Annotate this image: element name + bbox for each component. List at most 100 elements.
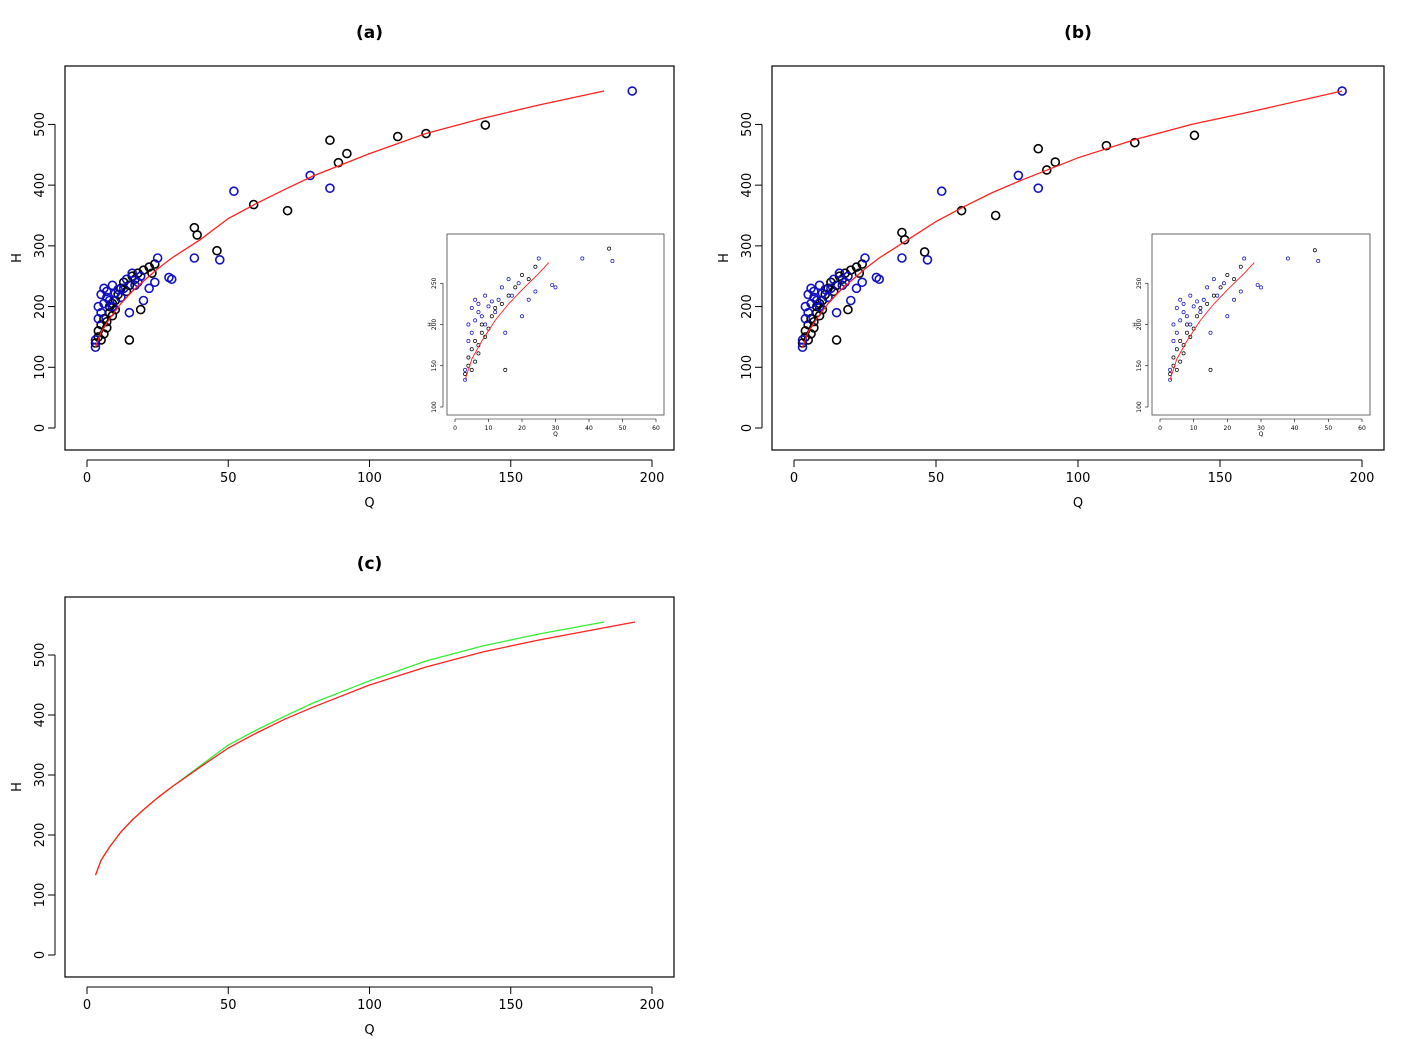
panel-2-inset-series-1-point (1215, 293, 1220, 298)
panel-2-inset-x-tick-label: 10 (1190, 425, 1198, 432)
panel-2-inset-y-tick-label: 250 (1136, 277, 1143, 289)
panel-2-series-0-point (817, 304, 828, 315)
panel-1-inset-series-0-point (513, 285, 518, 290)
panel-2-inset-series-0-point (1178, 339, 1183, 343)
panel-2-inset-x-tick-label: 40 (1291, 425, 1299, 432)
panel-1-inset-series-1-point (476, 301, 481, 306)
panel-2-inset-series-0-point (1181, 351, 1186, 356)
panel-3-y-tick-label: 100 (33, 883, 48, 908)
panel-1-series-1-point (152, 253, 163, 263)
panel-2-series-0-point (854, 268, 865, 278)
panel-1-inset-series-1-point (479, 314, 484, 319)
panel-2-series-0-point (1130, 137, 1140, 148)
panel-1-inset-series-1-point (463, 367, 467, 372)
panel-2-series-1-point (851, 283, 862, 294)
panel-2-series-0-point (990, 210, 1001, 221)
panel-1-y-tick-label: 500 (33, 112, 48, 137)
panel-1-inset-series-0-point (473, 359, 478, 364)
panel-2-series-1-point (922, 255, 933, 265)
panel-1-inset-series-0-point (476, 351, 481, 356)
panel-2-inset-series-1-point (1171, 322, 1176, 327)
panel-1-inset-series-1-point (533, 289, 538, 294)
panel-3-x-tick-label: 0 (83, 998, 91, 1013)
panel-1-series-0-point (124, 335, 135, 345)
panel-1-series-2-line (94, 90, 605, 348)
panel-1-inset-series-0-point (526, 277, 531, 282)
panel-1-inset-series-1-point (550, 282, 555, 287)
panel-1-inset-x-tick-label: 60 (652, 425, 660, 432)
panel-3-x-tick-label: 100 (357, 998, 382, 1013)
panel-1-series-1-point (229, 186, 239, 197)
panel-1-series-0-point (480, 120, 491, 130)
panel-2-x-tick-label: 100 (1066, 471, 1091, 486)
panel-2-inset-series-1-point (1171, 339, 1176, 343)
panel-3-y-tick-label: 200 (33, 823, 48, 848)
panel-1-series-0-point (392, 131, 403, 142)
panel-2-series-1-point (823, 292, 833, 303)
panel-2-inset-series-1-point (1168, 367, 1173, 372)
panel-2-inset-group: 0 10 20 30 40 50 60 100 150 200 250 Q H (1132, 233, 1371, 438)
panel-2-series-1-point (834, 268, 845, 278)
panel-1-series-1-point (127, 268, 137, 278)
panel-1-inset-y-tick-label: 200 (431, 319, 438, 331)
panel-2-inset-series-0-point (1184, 330, 1189, 335)
panel-2-series-1-point (874, 274, 885, 285)
panel-2-y-tick-label: 400 (740, 173, 755, 198)
panel-1-inset-series-1-point (476, 310, 481, 315)
panel-3-title: (c) (357, 554, 383, 574)
panel-1-inset-series-1-point (506, 277, 511, 282)
panel-1-series-0-point (282, 205, 293, 216)
panel-1-inset-series-1-point (469, 330, 474, 335)
panel-2-inset-series-1-point (1168, 377, 1173, 382)
panel-3-series-1-line (94, 621, 636, 876)
panel-2-inset-series-1-point (1188, 293, 1193, 298)
panel-2-inset-series-0-point (1195, 314, 1199, 319)
panel-2-series-1-point (809, 292, 819, 303)
panel-1-inset-series-1-point (580, 256, 585, 261)
panel-1-inset-series-0-point (533, 264, 538, 269)
panel-1-inset-series-1-point (503, 330, 508, 335)
panel-2-series-1-point (936, 186, 947, 197)
panel-1-series-1-point (113, 284, 123, 295)
panel-1-inset-series-0-point (493, 306, 498, 310)
panel-2-inset-x-axis-label: Q (1259, 431, 1264, 438)
panel-1-series-0-point (101, 316, 112, 327)
panel-3-x-tick-label: 150 (498, 998, 523, 1013)
panel-2-inset-series-0-point (1232, 277, 1237, 282)
panel-2-inset-series-1-point (1242, 256, 1247, 261)
panel-1-y-tick-label: 0 (33, 424, 48, 432)
panel-1-series-0-point (135, 304, 146, 315)
panel-1-inset-series-1-point (473, 297, 478, 302)
panel-2-series-0-point (843, 304, 853, 315)
panel-1-x-tick-label: 150 (498, 471, 523, 486)
panel-1-inset-series-1-point (489, 299, 494, 304)
panel-1-inset-y-tick-label: 250 (431, 277, 438, 289)
panel-2-series-1-point (1033, 183, 1044, 193)
panel-1-series-1-point (107, 301, 118, 312)
panel-2-y-tick-label: 300 (740, 233, 755, 258)
panel-1-inset-series-1-point (469, 306, 474, 310)
panel-2-series-1-point (1013, 170, 1024, 181)
panel-2-inset-series-1-point (1316, 259, 1321, 263)
panel-2-series-1-point (826, 283, 836, 294)
panel-1-inset-series-1-point (499, 285, 504, 290)
panel-2-x-tick-label: 0 (790, 471, 798, 486)
panel-2-series-1-point (806, 283, 816, 294)
panel-2-inset-series-1-point (1232, 297, 1237, 302)
panel-2-x-tick-label: 200 (1350, 471, 1375, 486)
panel-1-series-1-point (101, 292, 112, 303)
panel-2-inset-series-1-point (1201, 297, 1206, 302)
panel-1-inset-y-tick-label: 150 (431, 360, 438, 372)
panel-1-inset-series-1-point (553, 285, 558, 290)
panel-1-inset-series-1-point (520, 314, 524, 319)
panel-2-inset-series-1-point (1255, 282, 1260, 287)
panel-1-y-tick-label: 400 (33, 173, 48, 198)
panel-1-series-1-point (150, 277, 160, 288)
panel-2-inset-y-tick-label: 100 (1136, 401, 1143, 413)
panel-1-inset-series-1-point (610, 259, 615, 263)
panel-1-inset-x-tick-label: 0 (453, 425, 457, 432)
panel-1-inset-series-0-point (499, 301, 504, 306)
panel-2-inset-series-0-point (1218, 285, 1223, 290)
panel-2-inset-y-axis-label: H (1132, 322, 1139, 327)
panel-1-inset-series-1-point (510, 293, 514, 298)
